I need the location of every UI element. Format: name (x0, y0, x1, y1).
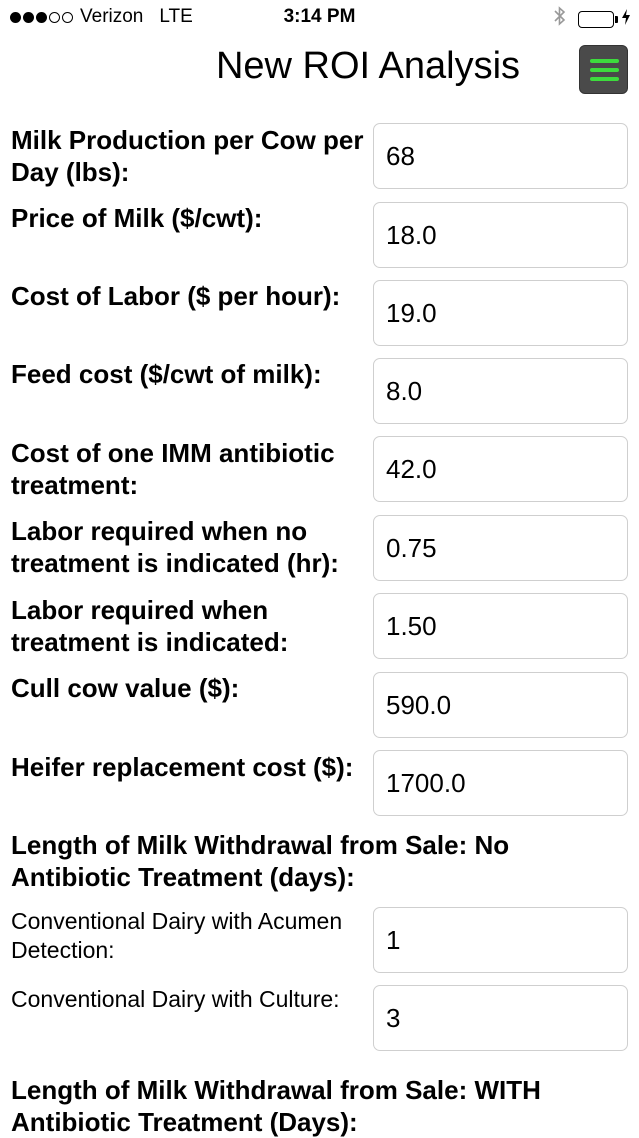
heifer-replacement-input[interactable]: 1700.0 (373, 750, 628, 816)
milk-production-input[interactable]: 68 (373, 123, 628, 189)
cull-cow-value-input[interactable]: 590.0 (373, 672, 628, 738)
culture-label: Conventional Dairy with Culture: (11, 986, 340, 1012)
battery-icon (578, 10, 614, 28)
imm-treatment-cost-input[interactable]: 42.0 (373, 436, 628, 502)
feed-cost-input[interactable]: 8.0 (373, 358, 628, 424)
status-left: Verizon LTE (10, 6, 193, 28)
section-header-no-treatment: Length of Milk Withdrawal from Sale: No … (11, 830, 510, 892)
cull-cow-value-label: Cull cow value ($): (11, 673, 240, 703)
labor-cost-label: Cost of Labor ($ per hour): (11, 281, 341, 311)
feed-cost-label: Feed cost ($/cwt of milk): (11, 359, 322, 389)
milk-price-input[interactable]: 18.0 (373, 202, 628, 268)
menu-button[interactable] (579, 45, 628, 94)
culture-input[interactable]: 3 (373, 985, 628, 1051)
bluetooth-icon (554, 6, 566, 32)
imm-treatment-cost-label: Cost of one IMM antibiotic treatment: (11, 438, 335, 500)
labor-treatment-label: Labor required when treatment is indicat… (11, 595, 289, 657)
page-title: New ROI Analysis (215, 45, 521, 87)
hamburger-menu-icon (590, 59, 619, 63)
labor-no-treatment-input[interactable]: 0.75 (373, 515, 628, 581)
status-right (554, 6, 631, 32)
labor-cost-input[interactable]: 19.0 (373, 280, 628, 346)
charging-bolt-icon (621, 8, 631, 30)
acumen-detection-label: Conventional Dairy with Acumen Detection… (11, 908, 343, 963)
network-type: LTE (159, 6, 193, 27)
status-time: 3:14 PM (283, 6, 356, 27)
status-bar: Verizon LTE 3:14 PM (0, 0, 639, 36)
labor-no-treatment-label: Labor required when no treatment is indi… (11, 516, 339, 578)
heifer-replacement-label: Heifer replacement cost ($): (11, 752, 354, 782)
carrier-name: Verizon (80, 6, 144, 27)
labor-treatment-input[interactable]: 1.50 (373, 593, 628, 659)
milk-price-label: Price of Milk ($/cwt): (11, 203, 263, 233)
section-header-with-treatment: Length of Milk Withdrawal from Sale: WIT… (11, 1075, 541, 1137)
acumen-detection-input[interactable]: 1 (373, 907, 628, 973)
milk-production-label: Milk Production per Cow per Day (lbs): (11, 125, 364, 187)
battery-cap (615, 15, 618, 23)
signal-dots-icon (10, 11, 75, 23)
